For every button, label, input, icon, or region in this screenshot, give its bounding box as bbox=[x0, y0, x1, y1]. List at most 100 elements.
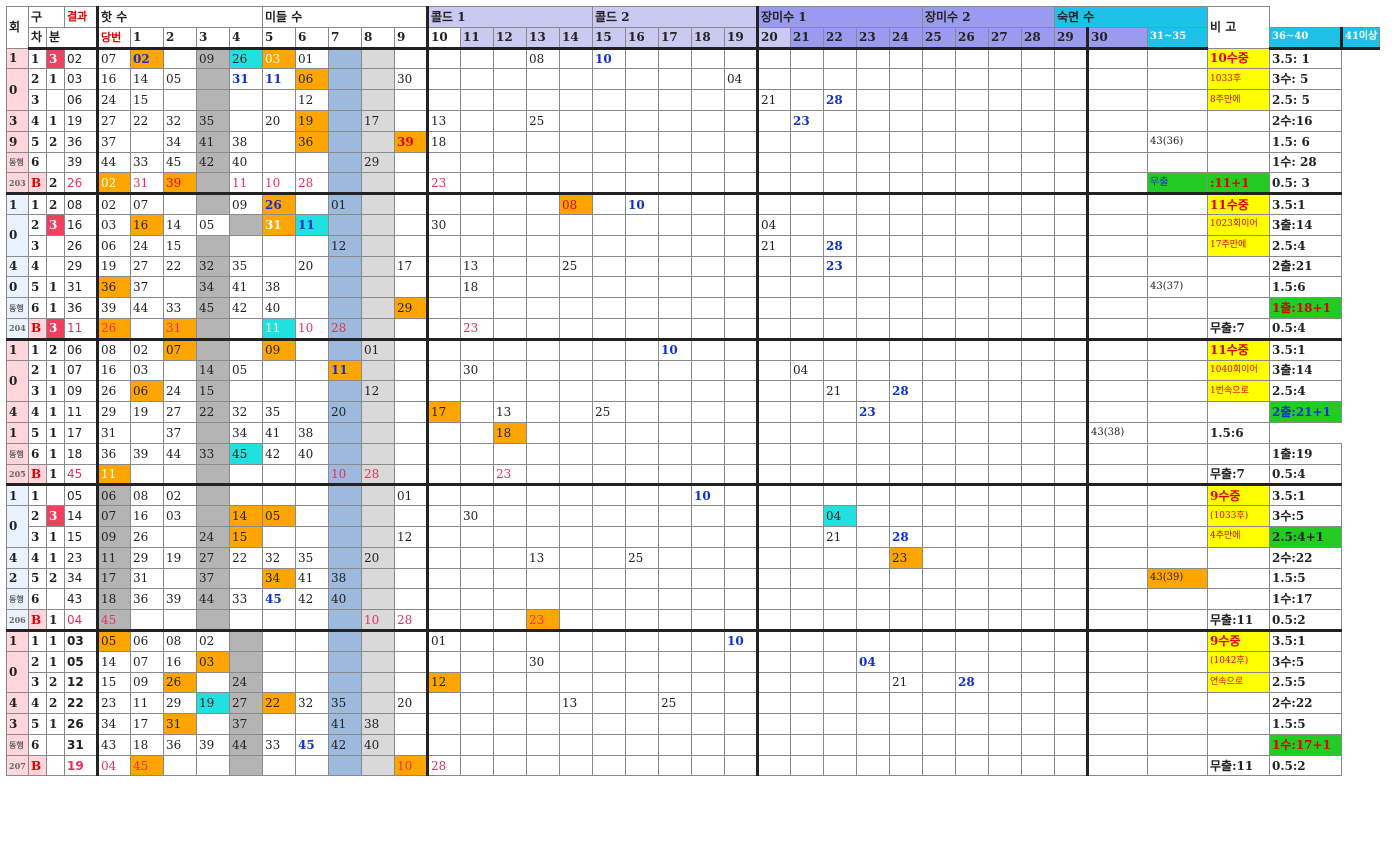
cell bbox=[889, 713, 923, 735]
cell bbox=[328, 671, 362, 694]
cell bbox=[1054, 130, 1088, 153]
cell bbox=[361, 588, 395, 611]
cell bbox=[889, 130, 923, 153]
cell bbox=[988, 567, 1022, 590]
cell: 42 bbox=[229, 297, 263, 319]
cell bbox=[328, 650, 362, 673]
cell: 2 bbox=[46, 692, 65, 715]
cell bbox=[229, 484, 263, 507]
cell bbox=[526, 401, 560, 423]
cell: 5 bbox=[28, 276, 47, 299]
cell bbox=[1054, 629, 1088, 652]
cell: 1 bbox=[6, 629, 29, 652]
cell bbox=[460, 671, 494, 694]
cell: 45 bbox=[262, 588, 296, 611]
cell bbox=[691, 546, 725, 569]
cell bbox=[526, 213, 560, 236]
cell bbox=[394, 629, 428, 652]
cell: 12 bbox=[328, 234, 362, 257]
cell bbox=[1054, 671, 1088, 694]
cell bbox=[196, 671, 230, 694]
cell bbox=[1147, 525, 1208, 548]
cell bbox=[790, 47, 824, 70]
cell: 3 bbox=[28, 671, 47, 694]
cell bbox=[1086, 193, 1148, 215]
cell bbox=[592, 89, 626, 111]
cell: 1 bbox=[46, 629, 65, 652]
cell bbox=[1086, 297, 1148, 319]
cell bbox=[426, 89, 461, 111]
cell: 3.5:1 bbox=[1269, 338, 1342, 361]
cell: 204 bbox=[6, 317, 29, 341]
cell: 06 bbox=[64, 338, 99, 361]
cell bbox=[856, 297, 890, 319]
cell bbox=[460, 151, 494, 174]
cell bbox=[889, 442, 923, 465]
cell bbox=[1054, 650, 1088, 673]
cell: 39 bbox=[64, 151, 99, 174]
cell bbox=[426, 650, 461, 673]
cell bbox=[658, 609, 692, 632]
cell: 3.5:1 bbox=[1269, 484, 1342, 507]
cell bbox=[493, 754, 527, 777]
cell bbox=[955, 401, 989, 423]
cell bbox=[691, 692, 725, 715]
cell bbox=[658, 588, 692, 611]
cell bbox=[922, 442, 956, 465]
cell: 4 bbox=[28, 401, 47, 423]
cell: 22 bbox=[262, 692, 296, 715]
cell bbox=[658, 463, 692, 487]
cell bbox=[658, 172, 692, 196]
cell bbox=[295, 629, 329, 652]
cell bbox=[229, 629, 263, 652]
cell bbox=[756, 671, 791, 694]
cell bbox=[592, 234, 626, 257]
cell: 18 bbox=[96, 588, 131, 611]
cell: 25 bbox=[559, 255, 593, 278]
cell bbox=[988, 505, 1022, 527]
cell bbox=[1021, 317, 1055, 341]
cell bbox=[493, 650, 527, 673]
cell bbox=[756, 401, 791, 423]
cell: 22 bbox=[229, 546, 263, 569]
cell bbox=[856, 546, 890, 569]
cell bbox=[559, 317, 593, 341]
cell bbox=[592, 442, 626, 465]
cell bbox=[790, 234, 824, 257]
cell bbox=[460, 47, 494, 70]
cell bbox=[625, 671, 659, 694]
cell bbox=[493, 733, 527, 756]
cell bbox=[1054, 193, 1088, 215]
cell bbox=[955, 109, 989, 132]
cell bbox=[229, 650, 263, 673]
cell bbox=[1147, 505, 1208, 527]
cell bbox=[889, 505, 923, 527]
cell bbox=[559, 151, 593, 174]
table-row: 0 2 3 14 07 16 03 14 05 30 04 (1033후) 3수:5 bbox=[6, 505, 1380, 548]
cell: 03 bbox=[163, 505, 197, 527]
cell: 15 bbox=[163, 234, 197, 257]
cell: 19 bbox=[163, 546, 197, 569]
cell: 동행 bbox=[6, 442, 29, 465]
cell: 07 bbox=[64, 359, 99, 382]
cell bbox=[559, 505, 593, 527]
cell: 4 bbox=[28, 692, 47, 715]
table-row: 0 2 1 05 14 07 16 03 30 04 (1042후) 3수:5 bbox=[6, 650, 1380, 694]
cell bbox=[1207, 567, 1270, 590]
cell: 10 bbox=[658, 338, 692, 361]
cell bbox=[361, 401, 395, 423]
cell: 04 bbox=[724, 68, 758, 91]
table-row: 0 5 1 31 36 37 34 41 38 18 43(37) 1.5:6 bbox=[6, 276, 1380, 299]
cell bbox=[493, 338, 527, 361]
cell bbox=[724, 588, 758, 611]
cell bbox=[1086, 380, 1148, 403]
cell bbox=[988, 338, 1022, 361]
cell bbox=[756, 151, 791, 174]
cell bbox=[493, 297, 527, 319]
cell bbox=[658, 130, 692, 153]
cell bbox=[1147, 68, 1208, 91]
cell: 10 bbox=[361, 609, 395, 632]
cell bbox=[1086, 463, 1148, 487]
cell bbox=[559, 629, 593, 652]
cell bbox=[426, 47, 461, 70]
